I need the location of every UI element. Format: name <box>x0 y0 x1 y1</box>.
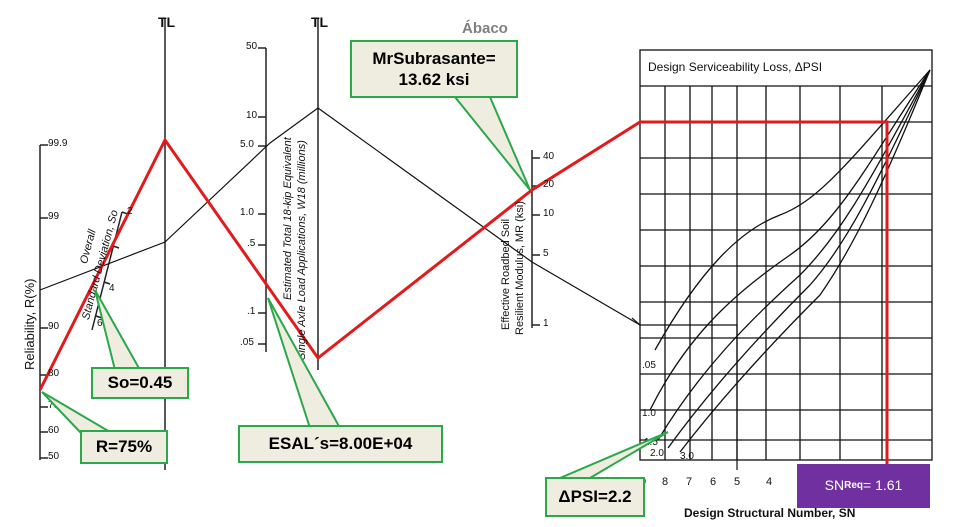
reliability-tick-99-9: 99.9 <box>48 138 68 149</box>
dpsi-curves <box>649 69 931 453</box>
modulus-tick-20: 20 <box>543 179 555 190</box>
reliability-tick-99: 99 <box>48 211 60 222</box>
esal-callout: ESAL´s=8.00E+04 <box>238 425 443 463</box>
esal-tick-50: 50 <box>246 41 258 52</box>
reliability-tick-50: 50 <box>48 451 60 462</box>
modulus-tick-40: 40 <box>543 151 555 162</box>
reliability-axis <box>39 144 48 460</box>
esal-tick-0-5: .5 <box>247 238 256 249</box>
modulus-axis <box>531 150 540 328</box>
modulus-tick-5: 5 <box>543 248 549 259</box>
esal-tick-0-1: .1 <box>247 306 256 317</box>
sn-required-box: SN Req = 1.61 <box>797 464 930 508</box>
mr-callout: MrSubrasante= 13.62 ksi <box>350 40 518 98</box>
sn-tick-6: 6 <box>710 476 717 488</box>
sn-subscript: Req <box>844 479 864 491</box>
esal-axis <box>258 47 267 352</box>
dpsi-chart-title: Design Serviceability Loss, ΔPSI <box>648 60 823 74</box>
modulus-tick-10: 10 <box>543 208 555 219</box>
esal-tick-0-05: .05 <box>240 337 254 348</box>
sn-tick-8: 8 <box>662 476 669 488</box>
std-dev-tick-6: 6 <box>97 318 103 329</box>
esal-tick-1: 1.0 <box>240 207 254 218</box>
reliability-tick-80: 80 <box>48 368 60 379</box>
esal-tick-5: 5.0 <box>240 139 254 150</box>
so-callout: So=0.45 <box>91 367 189 399</box>
red-solution-path <box>38 120 889 485</box>
mr-callout-line1: MrSubrasante= <box>372 48 496 68</box>
reliability-tick-60: 60 <box>48 425 60 436</box>
esal-tick-10: 10 <box>246 110 258 121</box>
modulus-tick-1: 1 <box>543 318 549 329</box>
sn-prefix: SN <box>824 477 845 494</box>
sn-tick-5: 5 <box>734 476 741 488</box>
reliability-tick-90: 90 <box>48 321 60 332</box>
std-dev-tick-4: 4 <box>109 283 115 294</box>
sn-tick-7: 7 <box>686 476 693 488</box>
r-callout: R=75% <box>80 430 168 464</box>
sn-tick-4: 4 <box>766 476 773 488</box>
curve-label-1-0: 1.0 <box>642 408 656 419</box>
std-dev-tick-2: 2 <box>127 206 133 217</box>
curve-label-3-0: 3.0 <box>680 451 694 462</box>
chart-title: Ábaco <box>462 20 508 37</box>
tl-label-2: TL <box>311 14 329 30</box>
mr-callout-line2: 13.62 ksi <box>398 70 470 89</box>
curve-label-0-05: .05 <box>642 360 656 371</box>
dpsi-chart-grid <box>639 49 933 461</box>
tl-label-1: TL <box>158 14 176 30</box>
sn-axis-label: Design Structural Number, SN <box>684 506 856 520</box>
sn-value: = 1.61 <box>863 477 903 494</box>
dpsi-callout: ΔPSI=2.2 <box>545 477 645 517</box>
curve-label-2-0: 2.0 <box>650 448 664 459</box>
